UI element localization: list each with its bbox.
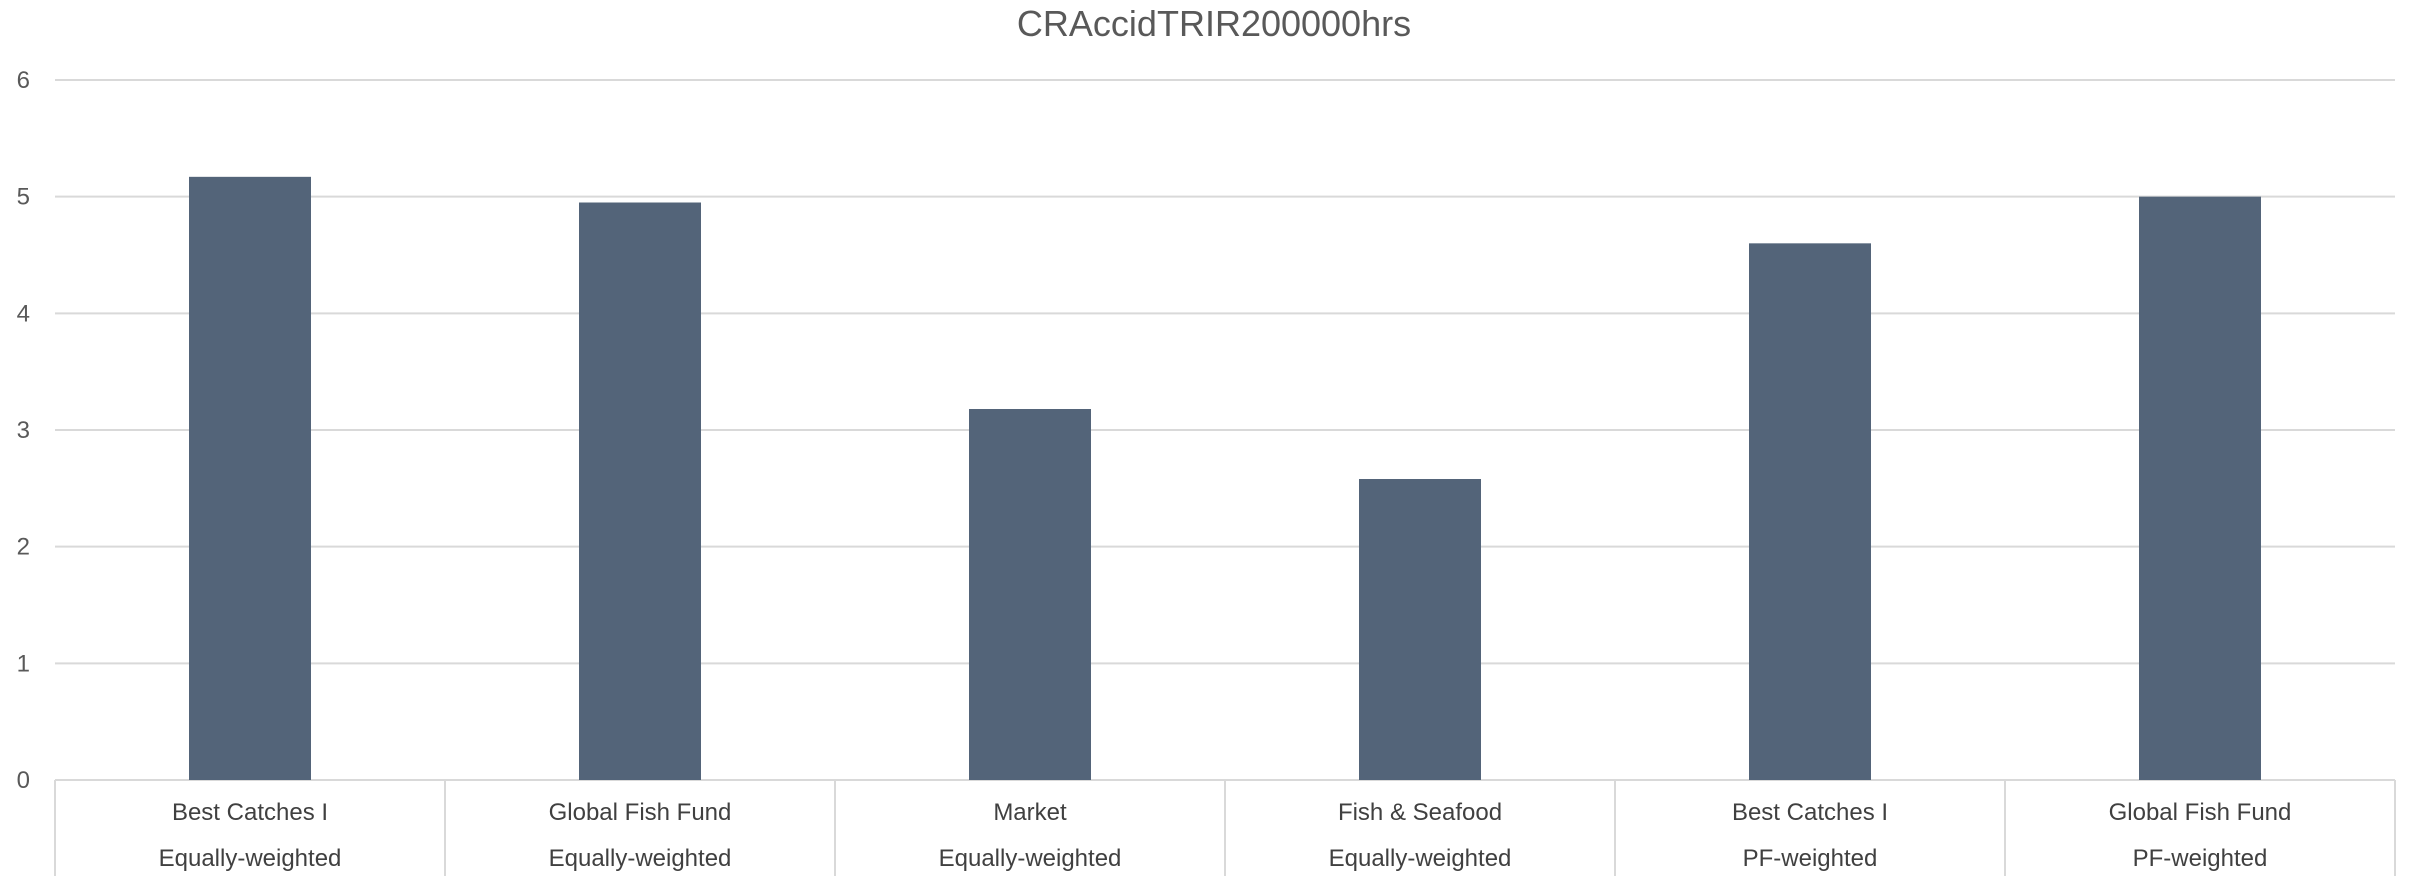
y-tick-label: 0 [17,767,30,794]
bar-0 [189,176,311,781]
y-tick-label: 2 [17,534,30,561]
bar-3 [1359,479,1481,780]
x-tick-label-line2: Equally-weighted [549,845,732,872]
y-tick-label: 4 [17,300,30,327]
x-tick-label-line1: Fish & Seafood [1338,799,1502,826]
x-tick-label-line2: PF-weighted [1743,845,1878,872]
y-axis-ticks: 0 1 2 3 4 5 6 [17,67,30,794]
y-tick-label: 3 [17,417,30,444]
chart-title: CRAccidTRIR200000hrs [1017,3,1411,44]
x-tick-label-line2: Equally-weighted [1329,845,1512,872]
y-tick-label: 5 [17,184,30,211]
x-axis: Best Catches I Equally-weighted Global Fis… [54,780,2396,876]
x-tick-label-line2: PF-weighted [2133,845,2268,872]
x-tick-label-line1: Global Fish Fund [549,799,732,826]
x-tick-label-line1: Global Fish Fund [2109,799,2292,826]
bar-2 [969,409,1091,780]
bar-4 [1749,243,1871,781]
bars [189,176,2261,781]
x-tick-label-line1: Best Catches I [172,799,328,826]
y-tick-label: 1 [17,650,30,677]
bar-5 [2139,196,2261,780]
x-tick-label-line2: Equally-weighted [939,845,1122,872]
y-tick-label: 6 [17,67,30,94]
x-tick-label-line2: Equally-weighted [159,845,342,872]
bar-1 [579,202,701,780]
gridlines [55,79,2395,781]
x-tick-label-line1: Market [993,799,1067,826]
x-tick-label-line1: Best Catches I [1732,799,1888,826]
